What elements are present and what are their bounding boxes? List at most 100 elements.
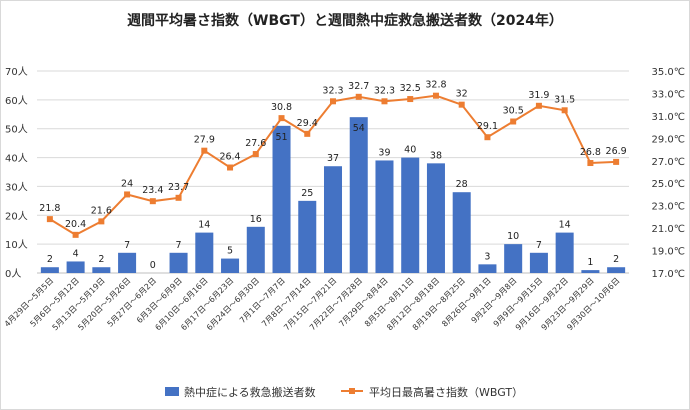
bar [246,226,265,273]
bar-data-label: 1 [587,257,593,268]
left-axis-tick-label: 20人 [5,210,28,222]
line-data-label: 23.4 [142,185,163,196]
bar-data-label: 7 [176,240,182,251]
bar [478,264,497,273]
right-axis-tick-label: 19.0℃ [652,247,686,258]
line-point [458,101,465,108]
legend-bar-swatch [165,387,179,396]
line-point [561,107,568,114]
legend-line-label: 平均日最高暑さ指数（WBGT） [369,385,523,399]
line-point [201,147,208,154]
line-data-label: 26.8 [580,147,601,158]
line-point [252,151,259,158]
bar [272,125,291,273]
bar-data-label: 40 [404,145,416,156]
line-point [381,98,388,105]
line-point [304,130,311,137]
right-axis-ticks: 17.0℃ 19.0℃ 21.0℃ 23.0℃ 25.0℃ 27.0℃ 29.0℃ 31.0℃… [652,67,686,280]
bar [452,192,471,273]
line-data-label: 31.9 [528,90,549,101]
bar-data-label: 10 [507,231,519,242]
line-point [355,93,362,100]
bar-data-label: 51 [275,132,287,143]
line-point [278,115,285,122]
legend: 熱中症による救急搬送者数 平均日最高暑さ指数（WBGT） [165,385,523,399]
line-data-label: 32.8 [425,80,446,91]
bar-data-label: 2 [613,254,619,265]
line-data-label: 26.4 [219,152,240,163]
right-axis-tick-label: 27.0℃ [652,157,686,168]
bar [349,117,368,274]
bar-data-label: 25 [301,188,313,199]
left-axis-ticks: 0人 10人 20人 30人 40人 50人 60人 70人 [5,66,28,280]
bar-data-label: 54 [353,123,365,134]
line-point [587,160,594,167]
x-axis-ticks: 4月29日〜5月5日5月6日〜5月12日5月13日〜5月19日5月20日〜5月2… [3,276,622,332]
bar [555,232,574,273]
line-data-labels: 21.8 20.4 21.6 24 23.4 23.7 27.9 26.4 27.6 30.8 29… [39,80,626,230]
bar-data-label: 14 [559,220,571,231]
x-axis-tick-label: 6月3日〜6月9日 [135,276,184,325]
left-axis-tick-label: 0人 [5,268,21,280]
bar [298,200,317,273]
line-data-label: 30.5 [503,106,524,117]
line-data-label: 21.6 [91,205,112,216]
right-axis-tick-label: 33.0℃ [652,89,686,100]
line-point [407,96,414,103]
x-axis-tick-label: 9月2日〜9月8日 [470,276,519,325]
line-data-label: 32.7 [348,81,369,92]
line-data-label: 26.9 [606,146,627,157]
line-data-label: 30.8 [271,102,292,113]
line-data-label: 23.7 [168,182,189,193]
right-axis-tick-label: 23.0℃ [652,202,686,213]
line-point [432,92,439,99]
bar [375,160,394,273]
line-series [46,92,620,238]
bar [92,267,111,273]
right-axis-tick-label: 21.0℃ [652,224,686,235]
bar-data-label: 7 [124,240,130,251]
bar-data-label: 28 [456,179,468,190]
left-axis-tick-label: 50人 [5,124,28,136]
line-point [124,191,131,198]
line-point [46,216,53,223]
bar [401,157,420,273]
bar [323,166,343,273]
line-point [149,198,156,205]
line-point [98,218,105,225]
right-axis-tick-label: 31.0℃ [652,112,686,123]
right-axis-tick-label: 35.0℃ [652,67,686,78]
bar-data-label: 37 [327,153,339,164]
line-data-label: 24 [121,178,133,189]
bar [118,252,137,273]
line-data-label: 32 [456,89,468,100]
line-point [484,134,491,141]
left-axis-tick-label: 60人 [5,95,28,107]
bar [40,267,59,273]
bar [66,261,85,273]
line-data-label: 29.4 [297,118,318,129]
bar-series [40,117,626,274]
bar-data-label: 2 [98,254,104,265]
line-data-label: 31.5 [554,94,575,105]
left-axis-tick-label: 30人 [5,181,28,193]
line-point [175,194,182,201]
left-axis-tick-label: 40人 [5,153,28,165]
bar-data-label: 5 [227,246,233,257]
bar [529,252,548,273]
line-data-label: 21.8 [39,203,60,214]
line-data-label: 29.1 [477,121,498,132]
line-data-label: 32.5 [400,83,421,94]
line-point [227,164,234,171]
bar [195,232,214,273]
line-point [72,231,79,238]
line-point [613,158,620,165]
right-axis-tick-label: 25.0℃ [652,179,686,190]
bar-data-label: 16 [250,214,262,225]
bar-data-label: 38 [430,150,442,161]
bar [581,270,600,273]
line-data-label: 32.3 [322,85,343,96]
bar-data-label: 0 [150,260,156,271]
